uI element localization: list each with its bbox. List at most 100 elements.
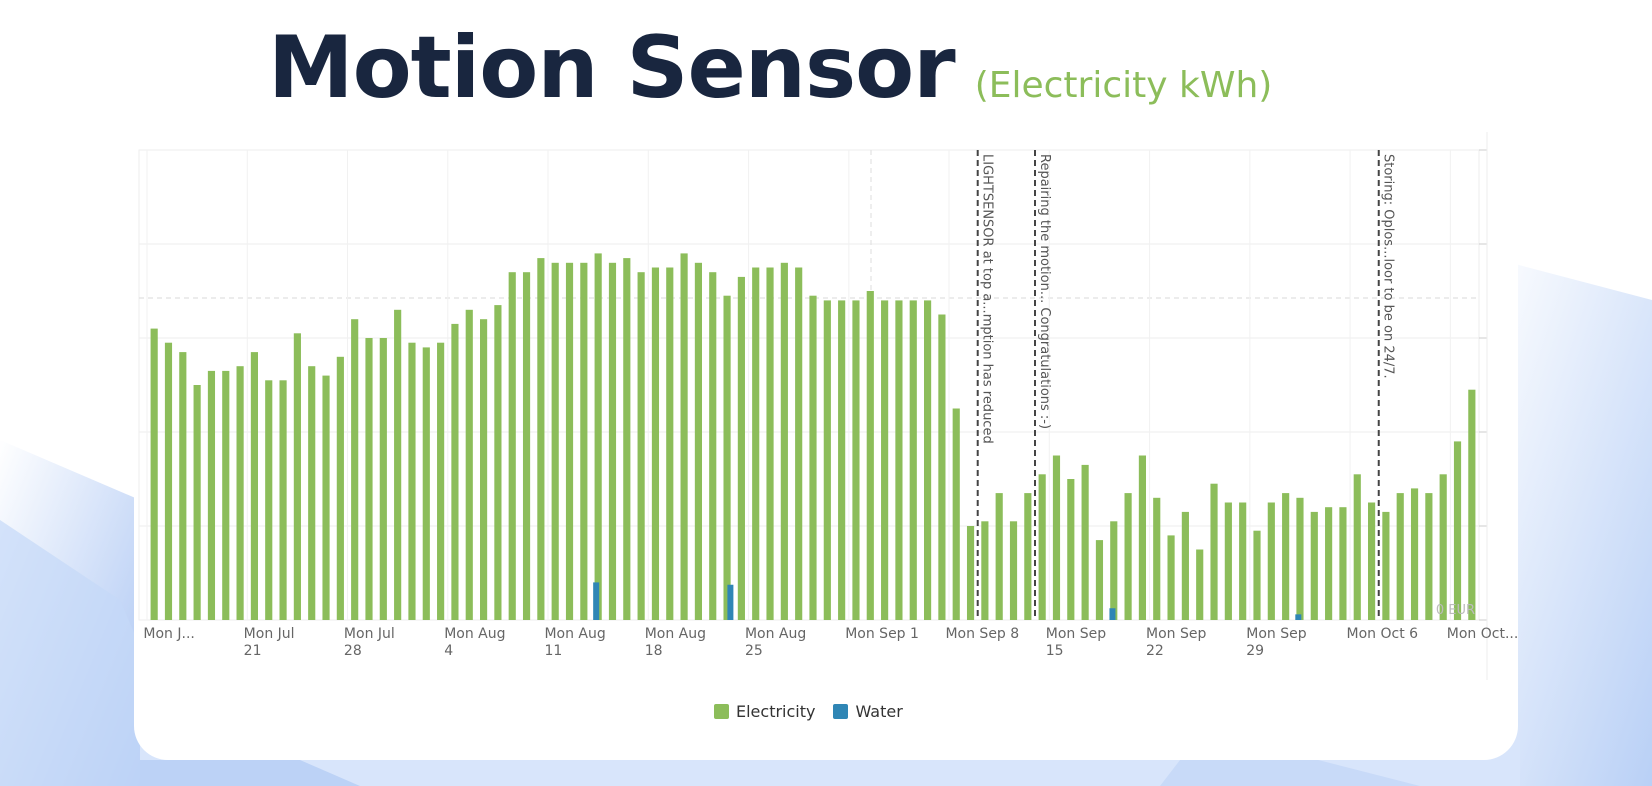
electricity-bar bbox=[293, 333, 301, 620]
electricity-bar bbox=[637, 272, 645, 620]
annotation-label: LIGHTSENSOR at top a...mption has reduce… bbox=[980, 154, 995, 444]
electricity-bar bbox=[379, 338, 387, 620]
electricity-bar bbox=[952, 408, 960, 620]
electricity-bar bbox=[1368, 502, 1376, 620]
legend-label-water: Water bbox=[855, 702, 903, 721]
electricity-bar bbox=[365, 338, 373, 620]
title-row: Motion Sensor (Electricity kWh) bbox=[268, 18, 1272, 118]
electricity-bar bbox=[809, 295, 817, 620]
electricity-bar bbox=[966, 526, 975, 620]
electricity-bar bbox=[666, 267, 674, 620]
x-tick-label: Mon J... bbox=[143, 626, 194, 642]
electricity-bar bbox=[924, 300, 932, 620]
legend-item-electricity[interactable]: Electricity bbox=[714, 702, 815, 721]
electricity-bar bbox=[1110, 521, 1118, 620]
electricity-bar bbox=[881, 300, 889, 620]
electricity-bar bbox=[838, 300, 846, 620]
x-tick-label: Mon Sep 22 bbox=[1146, 626, 1206, 659]
electricity-bar bbox=[1339, 507, 1347, 620]
x-tick-label: Mon Oct... bbox=[1447, 626, 1518, 642]
electricity-bar bbox=[1067, 479, 1075, 620]
water-bar bbox=[593, 582, 600, 620]
electricity-bar bbox=[422, 347, 430, 620]
electricity-bar bbox=[1439, 474, 1447, 620]
electricity-bar bbox=[780, 262, 788, 620]
electricity-bar bbox=[1310, 511, 1318, 620]
electricity-bar bbox=[150, 328, 158, 620]
electricity-bar bbox=[1282, 493, 1290, 620]
electricity-bar bbox=[766, 267, 774, 620]
electricity-bar bbox=[207, 370, 216, 620]
electricity-bar bbox=[1153, 497, 1161, 620]
electricity-bar bbox=[680, 253, 688, 620]
x-tick-label: Mon Sep 29 bbox=[1246, 626, 1306, 659]
electricity-bar bbox=[1124, 493, 1132, 620]
electricity-bar bbox=[1181, 511, 1189, 620]
legend-swatch-electricity bbox=[714, 704, 729, 719]
electricity-bar bbox=[709, 272, 717, 620]
electricity-bar bbox=[480, 319, 488, 620]
water-bar bbox=[1295, 614, 1302, 620]
x-tick-label: Mon Oct 6 bbox=[1347, 626, 1419, 642]
legend-swatch-water bbox=[833, 704, 849, 719]
electricity-bar bbox=[351, 319, 359, 620]
y-axis-label-bottom: 0 EUR bbox=[1436, 603, 1475, 618]
electricity-bar bbox=[1210, 483, 1218, 620]
electricity-bar bbox=[193, 385, 201, 620]
electricity-bar bbox=[1396, 493, 1404, 620]
plot-frame bbox=[138, 149, 1480, 621]
electricity-bar bbox=[1253, 530, 1261, 620]
electricity-bar bbox=[408, 342, 416, 620]
x-tick-label: Mon Aug 18 bbox=[645, 626, 706, 659]
electricity-bar bbox=[451, 323, 459, 620]
water-bar bbox=[1109, 608, 1116, 620]
x-tick-label: Mon Aug 25 bbox=[745, 626, 806, 659]
electricity-bar bbox=[565, 262, 574, 620]
electricity-bar bbox=[938, 314, 946, 620]
electricity-bar bbox=[651, 267, 660, 620]
electricity-bar bbox=[164, 342, 173, 620]
page-title: Motion Sensor bbox=[268, 18, 956, 118]
electricity-bar bbox=[1453, 441, 1462, 620]
electricity-bar bbox=[494, 305, 502, 620]
electricity-bar bbox=[522, 272, 531, 620]
electricity-bar bbox=[737, 276, 745, 620]
electricity-bar bbox=[1425, 493, 1433, 620]
electricity-bar bbox=[852, 300, 860, 620]
electricity-bar bbox=[795, 267, 803, 620]
x-tick-label: Mon Sep 1 bbox=[845, 626, 919, 642]
electricity-bar bbox=[1325, 507, 1333, 620]
electricity-bar bbox=[1009, 521, 1018, 620]
electricity-bar bbox=[694, 262, 702, 620]
legend-item-water[interactable]: Water bbox=[833, 702, 903, 721]
electricity-bar bbox=[752, 267, 760, 620]
bar-chart: LIGHTSENSOR at top a...mption has reduce… bbox=[138, 132, 1518, 680]
electricity-bar bbox=[995, 493, 1003, 620]
x-tick-label: Mon Sep 15 bbox=[1046, 626, 1106, 659]
electricity-bar bbox=[508, 272, 516, 620]
electricity-bar bbox=[308, 366, 316, 620]
electricity-bar bbox=[1095, 540, 1104, 620]
electricity-bar bbox=[394, 309, 402, 620]
electricity-bar bbox=[1382, 511, 1390, 620]
electricity-bar bbox=[336, 356, 344, 620]
electricity-bar bbox=[981, 521, 989, 620]
electricity-bar bbox=[250, 352, 258, 620]
chart-legend: Electricity Water bbox=[714, 702, 903, 721]
electricity-bar bbox=[1468, 389, 1476, 620]
x-tick-label: Mon Jul 21 bbox=[244, 626, 295, 659]
electricity-bar bbox=[723, 295, 731, 620]
legend-label-electricity: Electricity bbox=[736, 702, 816, 721]
electricity-bar bbox=[1138, 455, 1146, 620]
electricity-bar bbox=[222, 370, 230, 620]
electricity-bar bbox=[580, 262, 588, 620]
electricity-bar bbox=[537, 258, 545, 620]
electricity-bar bbox=[437, 342, 445, 620]
annotation-label: Repairing the motion... Congratulations … bbox=[1037, 154, 1052, 429]
electricity-bar bbox=[1224, 502, 1232, 620]
electricity-bar bbox=[551, 262, 559, 620]
electricity-bar bbox=[1052, 455, 1061, 620]
electricity-bar bbox=[866, 291, 874, 620]
page-subtitle: (Electricity kWh) bbox=[974, 65, 1273, 106]
water-bar bbox=[727, 584, 734, 620]
